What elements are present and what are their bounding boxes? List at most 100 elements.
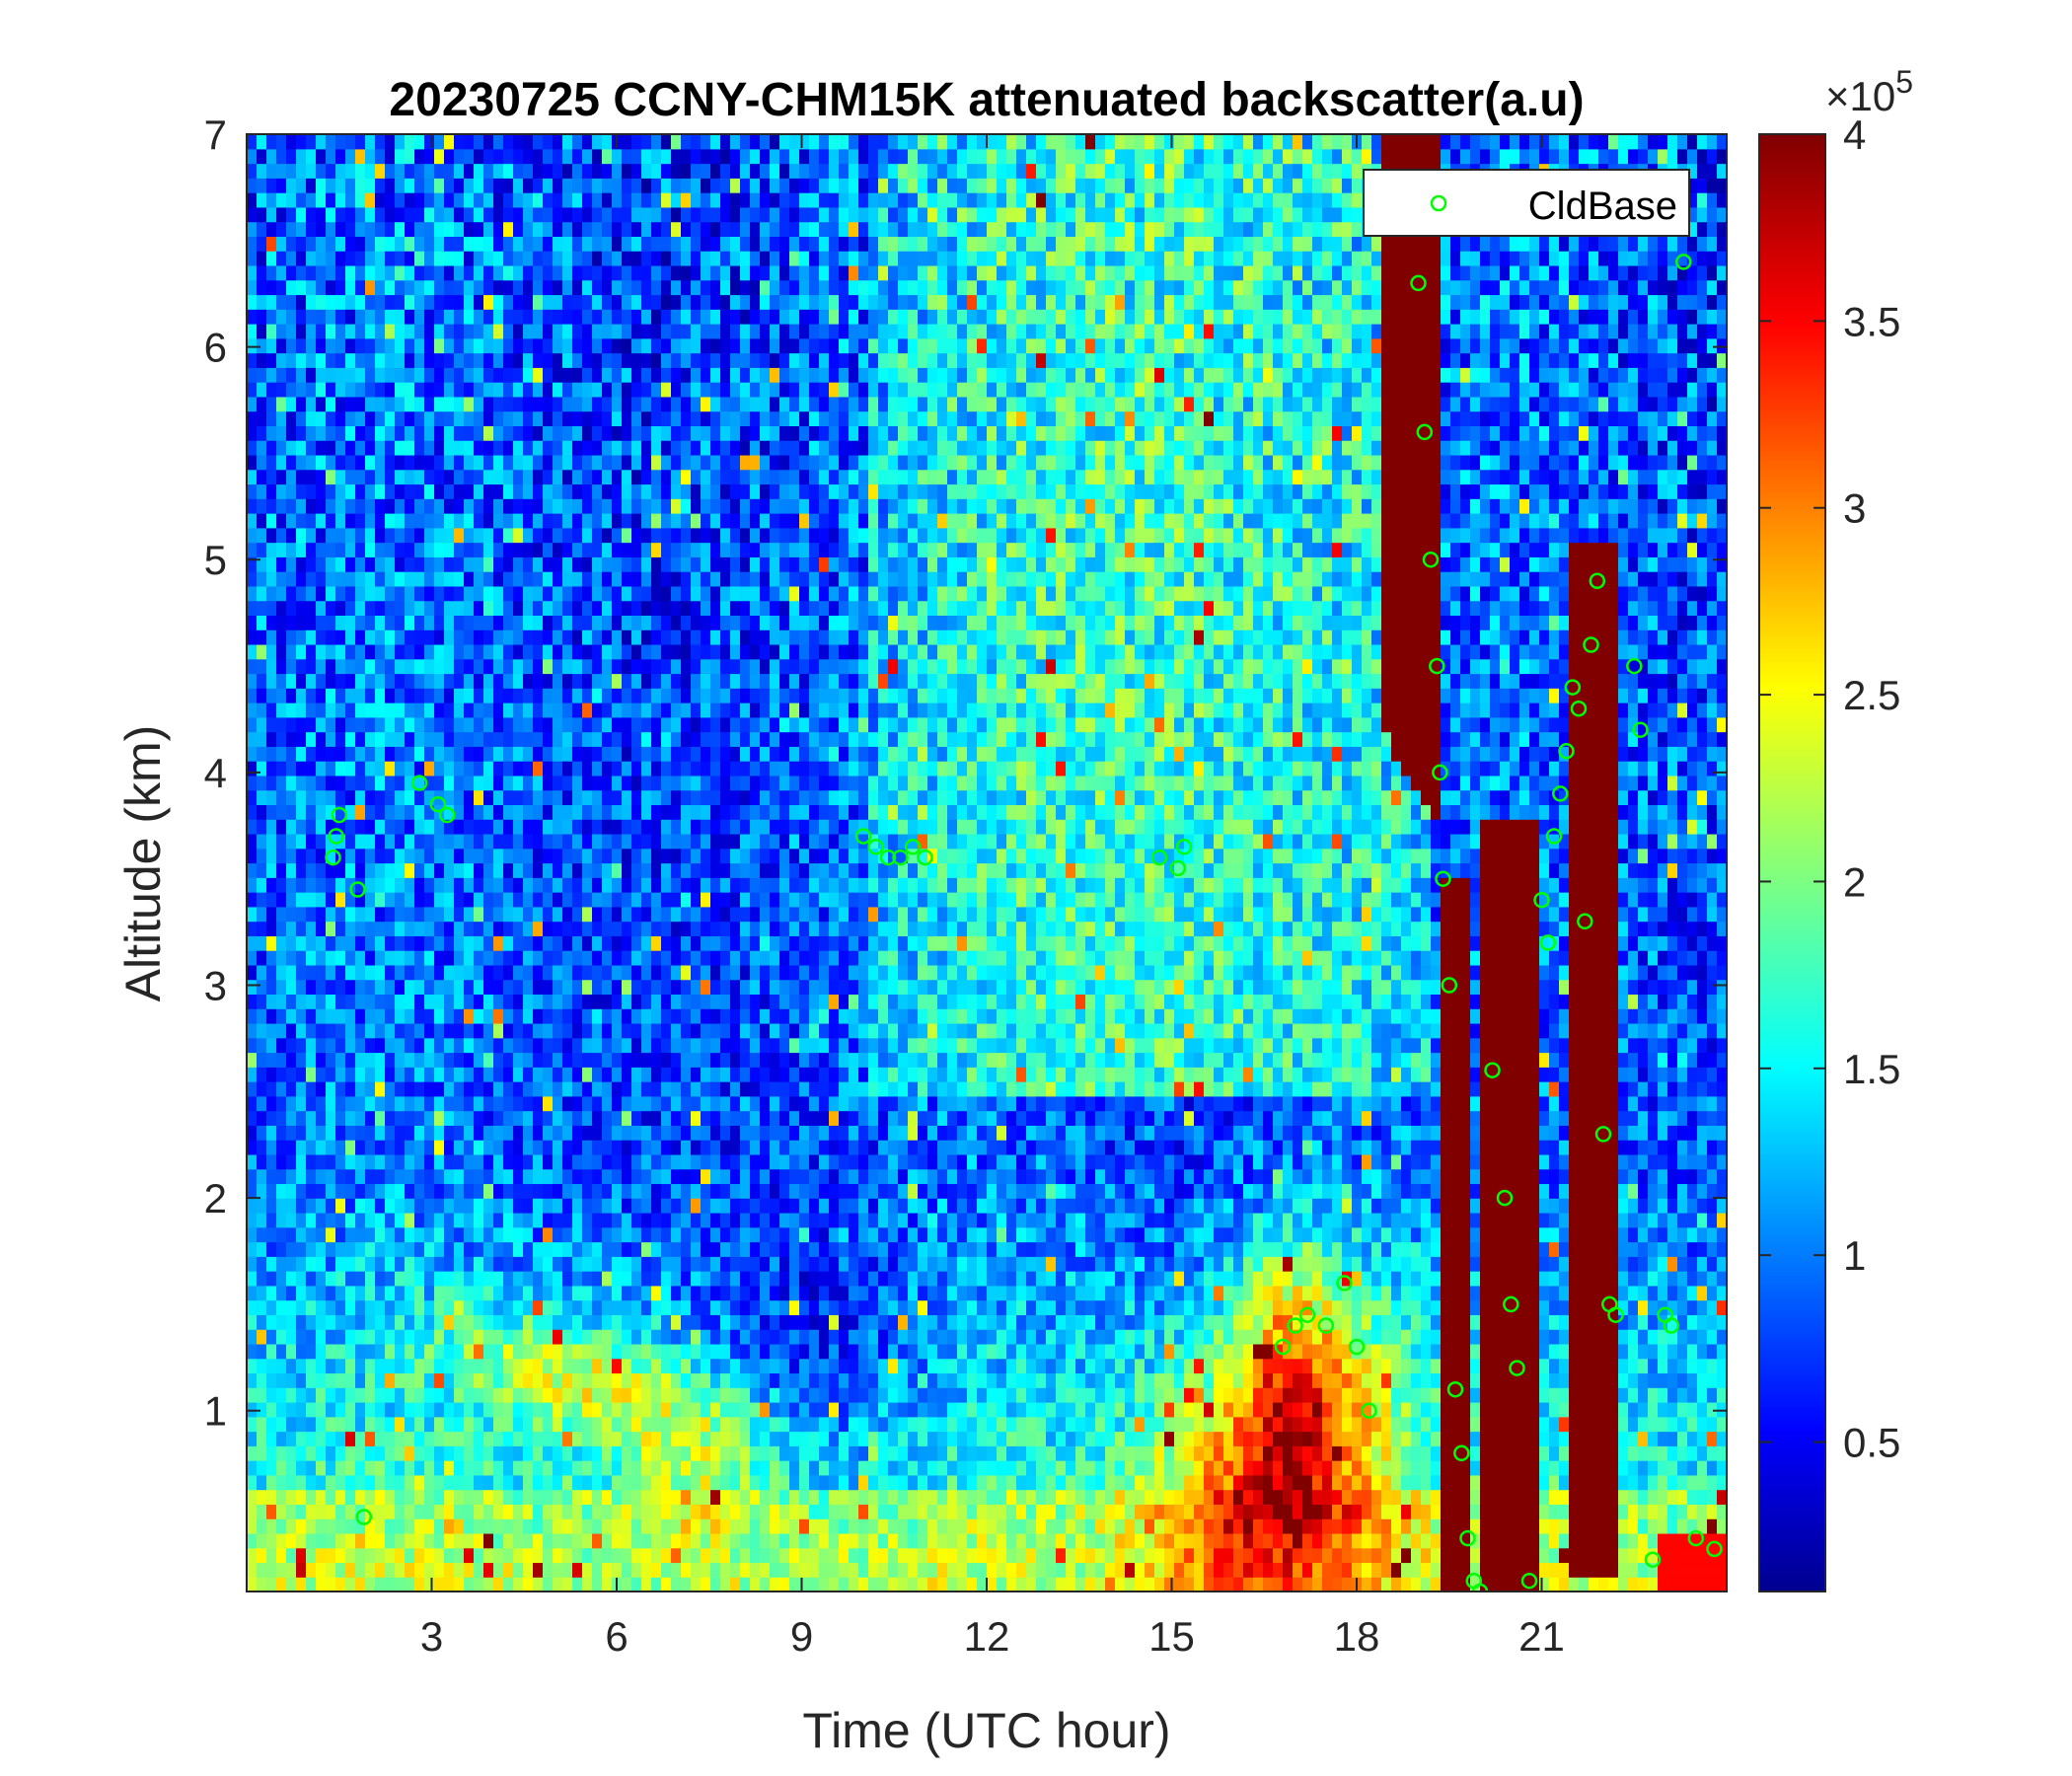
heatmap-cell <box>622 410 632 426</box>
heatmap-cell <box>286 1110 297 1126</box>
heatmap-cell <box>266 251 277 266</box>
heatmap-cell <box>533 673 544 689</box>
heatmap-cell <box>503 324 514 339</box>
heatmap-cell <box>276 804 287 820</box>
heatmap-cell <box>701 264 711 281</box>
heatmap-cell <box>266 279 277 296</box>
heatmap-cell <box>296 804 307 820</box>
heatmap-cell <box>395 1314 406 1330</box>
heatmap-cell <box>483 1401 494 1418</box>
heatmap-cell <box>365 527 376 544</box>
heatmap-cell <box>720 236 731 252</box>
heatmap-cell <box>405 1081 415 1097</box>
heatmap-cell <box>710 892 721 908</box>
heatmap-cell <box>375 1140 386 1155</box>
heatmap-cell <box>257 1445 267 1461</box>
heatmap-cell <box>306 1474 317 1491</box>
heatmap-cell <box>631 921 642 936</box>
heatmap-cell <box>513 1285 524 1301</box>
heatmap-cell <box>474 1445 484 1461</box>
heatmap-cell <box>562 1489 573 1505</box>
heatmap-cell <box>266 178 277 193</box>
heatmap-cell <box>543 337 554 354</box>
heatmap-cell <box>641 761 652 777</box>
heatmap-cell <box>641 1067 652 1082</box>
heatmap-cell <box>622 1577 632 1591</box>
heatmap-cell <box>701 469 711 485</box>
heatmap-cell <box>286 556 297 572</box>
heatmap-cell <box>365 1489 376 1505</box>
heatmap-cell <box>592 1212 603 1228</box>
heatmap-cell <box>701 1460 711 1476</box>
heatmap-cell <box>474 629 484 645</box>
heatmap-cell <box>266 1489 277 1505</box>
heatmap-cell <box>335 425 346 441</box>
heatmap-cell <box>296 789 307 806</box>
heatmap-cell <box>641 1532 652 1549</box>
heatmap-cell <box>661 1489 672 1505</box>
heatmap-cell <box>612 294 623 310</box>
heatmap-cell <box>395 1168 406 1185</box>
heatmap-cell <box>582 1577 593 1591</box>
heatmap-cell <box>612 410 623 426</box>
heatmap-cell <box>326 324 336 339</box>
heatmap-cell <box>434 703 445 718</box>
heatmap-cell <box>454 892 465 908</box>
heatmap-cell <box>247 469 258 485</box>
heatmap-cell <box>316 1489 327 1505</box>
heatmap-cell <box>523 279 534 296</box>
heatmap-cell <box>355 789 366 806</box>
heatmap-cell <box>641 1518 652 1534</box>
heatmap-cell <box>661 994 672 1009</box>
heatmap-cell <box>612 542 623 557</box>
heatmap-cell <box>335 673 346 689</box>
heatmap-cell <box>326 950 336 966</box>
heatmap-cell <box>582 1110 593 1126</box>
heatmap-cell <box>316 1037 327 1054</box>
heatmap-cell <box>523 731 534 747</box>
heatmap-cell <box>414 1022 425 1039</box>
heatmap-cell <box>681 1212 692 1228</box>
heatmap-cell <box>306 440 317 456</box>
heatmap-cell <box>286 1489 297 1505</box>
heatmap-cell <box>405 629 415 645</box>
heatmap-cell <box>444 703 455 718</box>
heatmap-cell <box>434 279 445 296</box>
heatmap-cell <box>691 731 702 747</box>
heatmap-cell <box>444 1387 455 1403</box>
heatmap-cell <box>257 352 267 368</box>
heatmap-cell <box>631 1110 642 1126</box>
heatmap-cell <box>286 1198 297 1214</box>
heatmap-cell <box>414 148 425 165</box>
heatmap-cell <box>602 337 613 354</box>
heatmap-cell <box>266 148 277 165</box>
heatmap-cell <box>602 731 613 747</box>
heatmap-cell <box>701 1110 711 1126</box>
heatmap-cell <box>562 1256 573 1272</box>
heatmap-cell <box>681 1241 692 1257</box>
heatmap-cell <box>661 221 672 237</box>
heatmap-cell <box>710 1095 721 1112</box>
heatmap-cell <box>592 1271 603 1287</box>
heatmap-cell <box>395 279 406 296</box>
heatmap-cell <box>335 585 346 602</box>
heatmap-cell <box>266 1372 277 1388</box>
heatmap-cell <box>286 979 297 996</box>
heatmap-cell <box>286 1401 297 1418</box>
heatmap-cell <box>513 615 524 630</box>
heatmap-cell <box>286 629 297 645</box>
heatmap-cell <box>543 1081 554 1097</box>
heatmap-cell <box>513 1153 524 1170</box>
heatmap-cell <box>582 629 593 645</box>
heatmap-cell <box>641 1489 652 1505</box>
heatmap-cell <box>523 1299 534 1315</box>
heatmap-cell <box>444 1372 455 1388</box>
heatmap-cell <box>355 804 366 820</box>
heatmap-cell <box>286 877 297 893</box>
heatmap-cell <box>335 1343 346 1360</box>
heatmap-cell <box>335 1460 346 1476</box>
heatmap-cell <box>641 804 652 820</box>
heatmap-cell <box>720 1125 731 1141</box>
heatmap-cell <box>562 556 573 572</box>
heatmap-cell <box>464 1299 475 1315</box>
